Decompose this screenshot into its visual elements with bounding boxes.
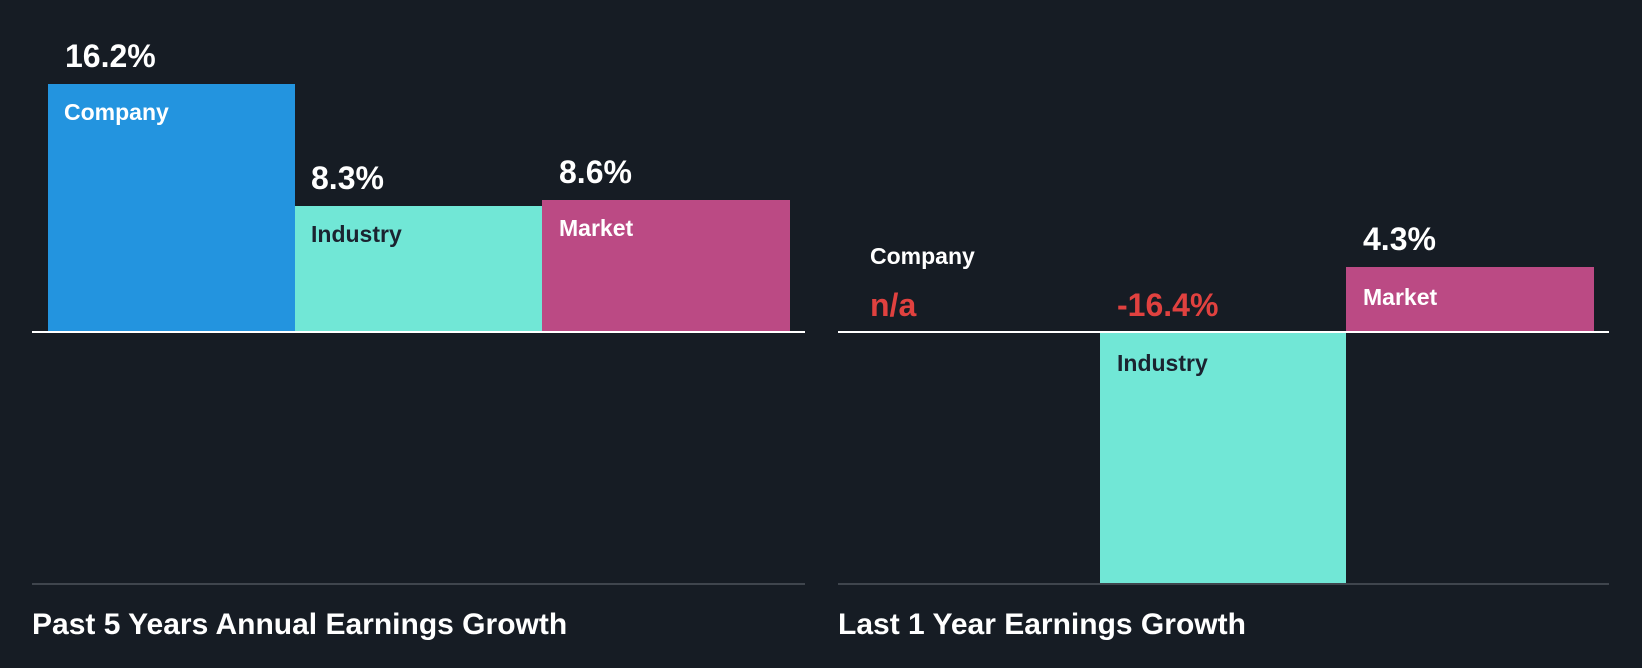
industry-label: Industry: [311, 221, 402, 247]
industry-value: 8.3%: [311, 160, 384, 196]
market-label: Market: [1363, 284, 1438, 310]
market-bar: Market: [1346, 267, 1594, 332]
industry-value: -16.4%: [1117, 287, 1219, 323]
industry-bar: Industry: [295, 206, 542, 332]
company-value: n/a: [870, 287, 917, 323]
industry-bar: Industry: [1100, 332, 1346, 583]
zero-axis-line: [32, 331, 805, 333]
company-bar: Company: [48, 84, 295, 332]
company-label: Company: [870, 243, 975, 269]
industry-label: Industry: [1117, 350, 1208, 376]
chart-floor-line: [838, 583, 1609, 585]
zero-axis-line: [838, 331, 1609, 333]
company-label: Company: [64, 99, 169, 125]
company-value: 16.2%: [65, 38, 156, 74]
market-value: 4.3%: [1363, 221, 1436, 257]
chart-title: Last 1 Year Earnings Growth: [838, 608, 1246, 641]
chart-title: Past 5 Years Annual Earnings Growth: [32, 608, 568, 641]
market-value: 8.6%: [559, 154, 632, 190]
market-bar: Market: [542, 200, 790, 332]
market-label: Market: [559, 215, 634, 241]
chart-floor-line: [32, 583, 805, 585]
